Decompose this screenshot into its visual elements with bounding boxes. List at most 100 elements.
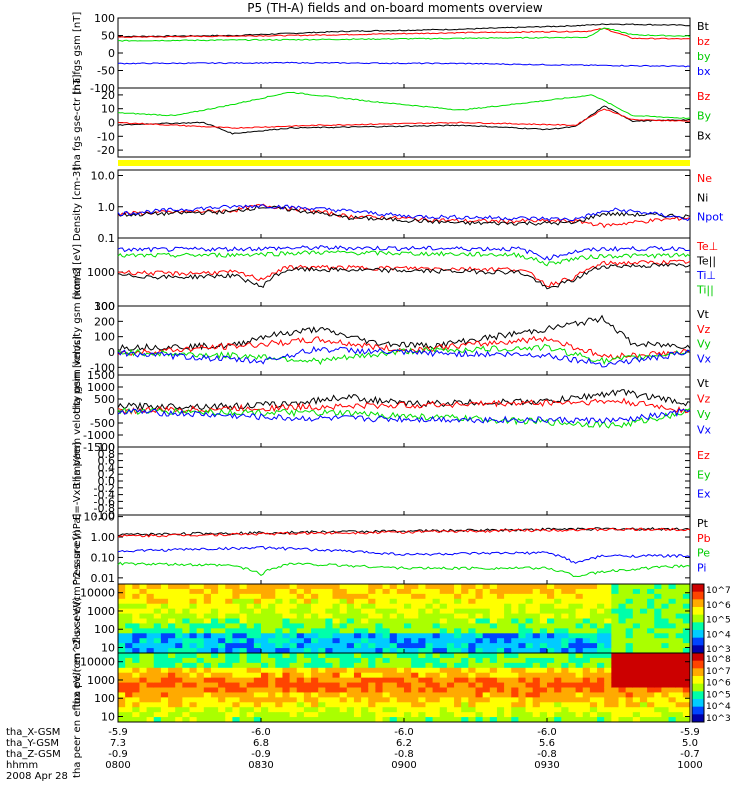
heat-cell [682,593,691,600]
heat-cell [196,593,205,600]
heat-cell [289,593,298,600]
heat-cell [203,598,212,605]
heat-cell [261,613,269,619]
heat-cell [511,643,519,649]
heat-cell [196,712,205,718]
heat-cell [189,598,198,605]
y-tick-label: 10000 [80,656,115,669]
heat-cell [268,598,276,605]
heat-cell [296,657,305,664]
heat-cell [461,633,469,639]
heat-cell [675,593,684,600]
heat-cell [625,633,634,639]
heat-cell [282,593,291,600]
y-tick-label: 200 [94,315,115,328]
heat-cell [511,628,519,634]
heat-cell [547,618,555,624]
heat-cell [375,618,384,624]
heat-cell [368,643,376,649]
heat-cell [282,717,291,723]
heat-cell [582,657,591,664]
heat-cell [268,628,276,634]
heat-cell [218,702,226,708]
heat-cell [210,653,219,659]
heat-cell [225,692,233,698]
heat-cell [654,707,662,713]
colorbar-tick-label: 10^4 [706,630,731,640]
heat-cell [446,717,455,723]
heat-cell [561,643,569,649]
heat-cell [647,618,655,624]
heat-cell [196,608,205,615]
series-line-Ti|| [117,250,691,267]
heat-cell [647,598,655,605]
heat-cell [454,613,462,619]
heat-cell [511,702,519,708]
heat-cell [261,672,269,679]
heat-cell [311,687,319,693]
heat-cell [232,613,241,619]
heat-cell [611,648,619,654]
heat-cell [468,643,476,649]
heat-cell [575,687,584,693]
heat-cell [661,638,670,644]
heat-cell [625,588,634,595]
heat-cell [311,672,319,679]
heat-cell [268,593,276,600]
heat-cell [575,643,584,649]
heat-cell [568,657,577,664]
heat-cell [589,633,598,639]
heat-cell [339,598,348,605]
heat-cell [132,682,140,688]
heat-cell [468,672,476,679]
heat-cell [504,608,512,615]
heat-cell [253,638,262,644]
heat-cell [575,672,584,679]
heat-cell [146,633,155,639]
heat-cell [268,603,276,610]
heat-cell [168,643,176,649]
heat-cell [682,643,691,649]
heat-cell [654,618,662,624]
heat-cell [675,643,684,649]
heat-cell [496,667,505,674]
heat-cell [296,613,305,619]
legend-label: bz [697,35,710,48]
heat-cell [454,707,462,713]
heat-cell [189,593,198,600]
series-line-Vy [117,343,691,366]
heat-cell [153,588,162,595]
heat-cell [153,638,162,644]
heat-cell [446,697,455,703]
legend-label: Ex [697,488,711,501]
heat-cell [496,608,505,615]
heat-cell [575,638,584,644]
heat-cell [168,672,176,679]
heat-cell [482,692,491,698]
heat-cell [375,598,384,605]
heat-cell [268,682,276,688]
heat-cell [196,618,205,624]
heat-cell [604,667,612,674]
heat-cell [168,633,176,639]
heat-cell [361,657,369,664]
heat-cell [482,628,491,634]
heat-cell [411,613,419,619]
heat-cell [547,717,555,723]
heat-cell [210,667,219,674]
heat-cell [389,643,398,649]
heat-cell [582,677,591,684]
heat-cell [454,672,462,679]
heat-cell [118,653,126,659]
heat-cell [525,657,534,664]
heat-cell [482,682,491,688]
heat-cell [210,613,219,619]
heat-cell [225,677,233,684]
heat-cell [625,687,634,693]
heat-cell [196,603,205,610]
heat-cell [289,657,298,664]
x-axis-value: -6.0 [394,727,414,738]
heat-cell [439,653,448,659]
legend-label: Vt [697,377,710,390]
